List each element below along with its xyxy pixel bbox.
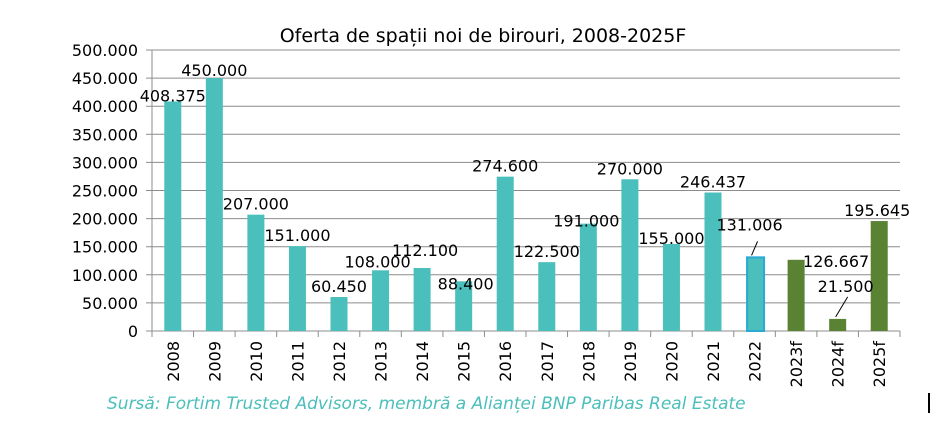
chart-title: Oferta de spații noi de birouri, 2008-20… xyxy=(280,25,687,47)
x-tick-label: 2022 xyxy=(746,341,765,382)
data-labels: 408.375 450.000 207.000 151.000 60.450 108.00… xyxy=(140,61,910,318)
data-label: 126.667 xyxy=(803,252,869,271)
data-label: 155.000 xyxy=(638,229,704,248)
y-tick-label: 250.000 xyxy=(72,182,138,201)
data-label: 450.000 xyxy=(181,61,247,80)
x-tick-label: 2013 xyxy=(372,341,391,382)
bar-2018 xyxy=(579,223,597,331)
bar-2021 xyxy=(704,192,722,331)
leader-line xyxy=(751,241,759,256)
x-tick-label: 2012 xyxy=(330,341,349,382)
x-tick-label: 2024f xyxy=(829,341,848,388)
leader-line xyxy=(835,296,849,318)
bar-2025f xyxy=(870,221,888,331)
x-tick-label: 2020 xyxy=(662,341,681,382)
x-tick-label: 2025f xyxy=(870,341,889,388)
data-label: 122.500 xyxy=(514,242,580,261)
data-label: 207.000 xyxy=(223,195,289,214)
bars xyxy=(164,78,888,333)
y-tick-label: 300.000 xyxy=(72,153,138,172)
y-axis: 0 50.000 100.000 150.000 200.000 250.000 300.0… xyxy=(72,41,153,341)
y-tick-label: 50.000 xyxy=(82,294,138,313)
x-tick-label: 2014 xyxy=(413,341,432,382)
data-label: 408.375 xyxy=(140,86,206,105)
data-label: 21.500 xyxy=(818,277,874,296)
y-tick-label: 200.000 xyxy=(72,210,138,229)
bar-2022 xyxy=(746,256,766,333)
bar-2011 xyxy=(288,246,306,331)
bar-2009 xyxy=(205,78,223,331)
x-tick-label: 2017 xyxy=(538,341,557,382)
bar-2019 xyxy=(621,179,639,331)
x-tick-label: 2019 xyxy=(621,341,640,382)
x-tick-label: 2015 xyxy=(455,341,474,382)
x-axis: 2008 2009 2010 2011 2012 2013 2014 2015 2016 2017… xyxy=(151,331,901,388)
bar-2008 xyxy=(164,101,182,331)
bar-2016 xyxy=(496,176,514,331)
data-label: 131.006 xyxy=(716,215,782,234)
gridlines xyxy=(146,49,900,332)
bar-2017 xyxy=(538,262,556,331)
bar-2015 xyxy=(455,281,473,331)
x-tick-label: 2009 xyxy=(205,341,224,382)
y-tick-label: 150.000 xyxy=(72,238,138,257)
y-tick-label: 100.000 xyxy=(72,266,138,285)
data-label: 60.450 xyxy=(311,277,367,296)
data-label: 112.100 xyxy=(392,241,458,260)
data-label: 270.000 xyxy=(597,159,663,178)
y-tick-label: 400.000 xyxy=(72,97,138,116)
data-label: 246.437 xyxy=(680,173,746,192)
x-tick-label: 2010 xyxy=(247,341,266,382)
data-label: 191.000 xyxy=(553,212,619,231)
bar-2023f xyxy=(787,259,805,331)
y-tick-label: 0 xyxy=(128,322,138,341)
bar-2010 xyxy=(247,214,265,331)
bar-2014 xyxy=(413,267,431,331)
data-label: 151.000 xyxy=(264,226,330,245)
bar-2024f xyxy=(829,318,847,331)
bar-2012 xyxy=(330,297,348,331)
y-tick-label: 500.000 xyxy=(72,41,138,60)
x-tick-label: 2021 xyxy=(704,341,723,382)
bar-2020 xyxy=(662,243,680,331)
source-note: Sursă: Fortim Trusted Advisors, membră a… xyxy=(107,394,746,414)
data-label: 274.600 xyxy=(472,157,538,176)
y-tick-label: 350.000 xyxy=(72,125,138,144)
data-label: 108.000 xyxy=(344,252,410,271)
x-tick-label: 2018 xyxy=(579,341,598,382)
data-label: 88.400 xyxy=(438,274,494,293)
text-cursor xyxy=(928,393,930,413)
data-label: 195.645 xyxy=(844,201,910,220)
x-tick-label: 2016 xyxy=(496,341,515,382)
bar-2013 xyxy=(372,270,390,331)
x-tick-label: 2023f xyxy=(787,341,806,388)
y-tick-label: 450.000 xyxy=(72,69,138,88)
x-tick-label: 2011 xyxy=(288,341,307,382)
x-tick-label: 2008 xyxy=(164,341,183,382)
